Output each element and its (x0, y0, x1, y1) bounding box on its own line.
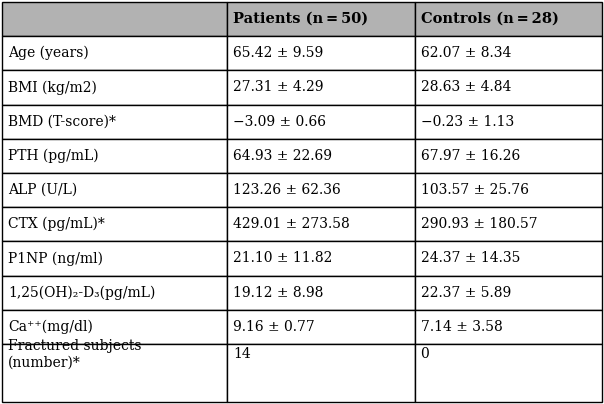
Text: −3.09 ± 0.66: −3.09 ± 0.66 (233, 115, 326, 128)
Bar (2, 276, 227, 310)
Bar (414, 139, 602, 173)
Bar (414, 276, 602, 310)
Text: BMI (kg/m2): BMI (kg/m2) (8, 80, 97, 95)
Text: 7.14 ± 3.58: 7.14 ± 3.58 (420, 320, 503, 334)
Bar (414, 241, 602, 276)
Bar (414, 207, 602, 241)
Bar (414, 344, 602, 402)
Text: 65.42 ± 9.59: 65.42 ± 9.59 (233, 46, 323, 60)
Text: −0.23 ± 1.13: −0.23 ± 1.13 (420, 115, 514, 128)
Text: Ca⁺⁺(mg/dl): Ca⁺⁺(mg/dl) (8, 320, 93, 334)
Text: 28.63 ± 4.84: 28.63 ± 4.84 (420, 80, 511, 95)
Bar (414, 36, 602, 70)
Text: 290.93 ± 180.57: 290.93 ± 180.57 (420, 217, 537, 231)
Bar (2, 2, 227, 36)
Text: 21.10 ± 11.82: 21.10 ± 11.82 (233, 251, 332, 265)
Bar (227, 241, 414, 276)
Text: 67.97 ± 16.26: 67.97 ± 16.26 (420, 149, 520, 163)
Text: ALP (U/L): ALP (U/L) (8, 183, 77, 197)
Bar (2, 173, 227, 207)
Text: 1,25(OH)₂-D₃(pg/mL): 1,25(OH)₂-D₃(pg/mL) (8, 285, 155, 300)
Text: 22.37 ± 5.89: 22.37 ± 5.89 (420, 286, 511, 300)
Bar (2, 105, 227, 139)
Text: 9.16 ± 0.77: 9.16 ± 0.77 (233, 320, 315, 334)
Text: PTH (pg/mL): PTH (pg/mL) (8, 149, 98, 163)
Text: 64.93 ± 22.69: 64.93 ± 22.69 (233, 149, 332, 163)
Text: BMD (T-score)*: BMD (T-score)* (8, 115, 116, 128)
Bar (2, 36, 227, 70)
Text: 62.07 ± 8.34: 62.07 ± 8.34 (420, 46, 511, 60)
Bar (227, 310, 414, 344)
Text: P1NP (ng/ml): P1NP (ng/ml) (8, 251, 103, 265)
Text: 103.57 ± 25.76: 103.57 ± 25.76 (420, 183, 528, 197)
Bar (2, 310, 227, 344)
Bar (2, 70, 227, 105)
Bar (227, 36, 414, 70)
Text: 24.37 ± 14.35: 24.37 ± 14.35 (420, 251, 520, 265)
Text: Age (years): Age (years) (8, 46, 89, 61)
Bar (227, 344, 414, 402)
Text: Patients (n = 50): Patients (n = 50) (233, 12, 368, 26)
Bar (2, 241, 227, 276)
Bar (2, 139, 227, 173)
Bar (414, 310, 602, 344)
Bar (227, 105, 414, 139)
Text: Fractured subjects
(number)*: Fractured subjects (number)* (8, 339, 141, 370)
Bar (227, 173, 414, 207)
Bar (227, 276, 414, 310)
Bar (227, 70, 414, 105)
Bar (227, 207, 414, 241)
Text: 0: 0 (420, 347, 429, 361)
Text: 19.12 ± 8.98: 19.12 ± 8.98 (233, 286, 323, 300)
Text: Controls (n = 28): Controls (n = 28) (420, 12, 559, 26)
Bar (2, 207, 227, 241)
Bar (227, 139, 414, 173)
Text: 27.31 ± 4.29: 27.31 ± 4.29 (233, 80, 324, 95)
Text: CTX (pg/mL)*: CTX (pg/mL)* (8, 217, 104, 231)
Bar (414, 2, 602, 36)
Bar (227, 2, 414, 36)
Bar (414, 173, 602, 207)
Bar (414, 70, 602, 105)
Text: 14: 14 (233, 347, 251, 361)
Bar (414, 105, 602, 139)
Bar (2, 344, 227, 402)
Text: 429.01 ± 273.58: 429.01 ± 273.58 (233, 217, 350, 231)
Text: 123.26 ± 62.36: 123.26 ± 62.36 (233, 183, 341, 197)
